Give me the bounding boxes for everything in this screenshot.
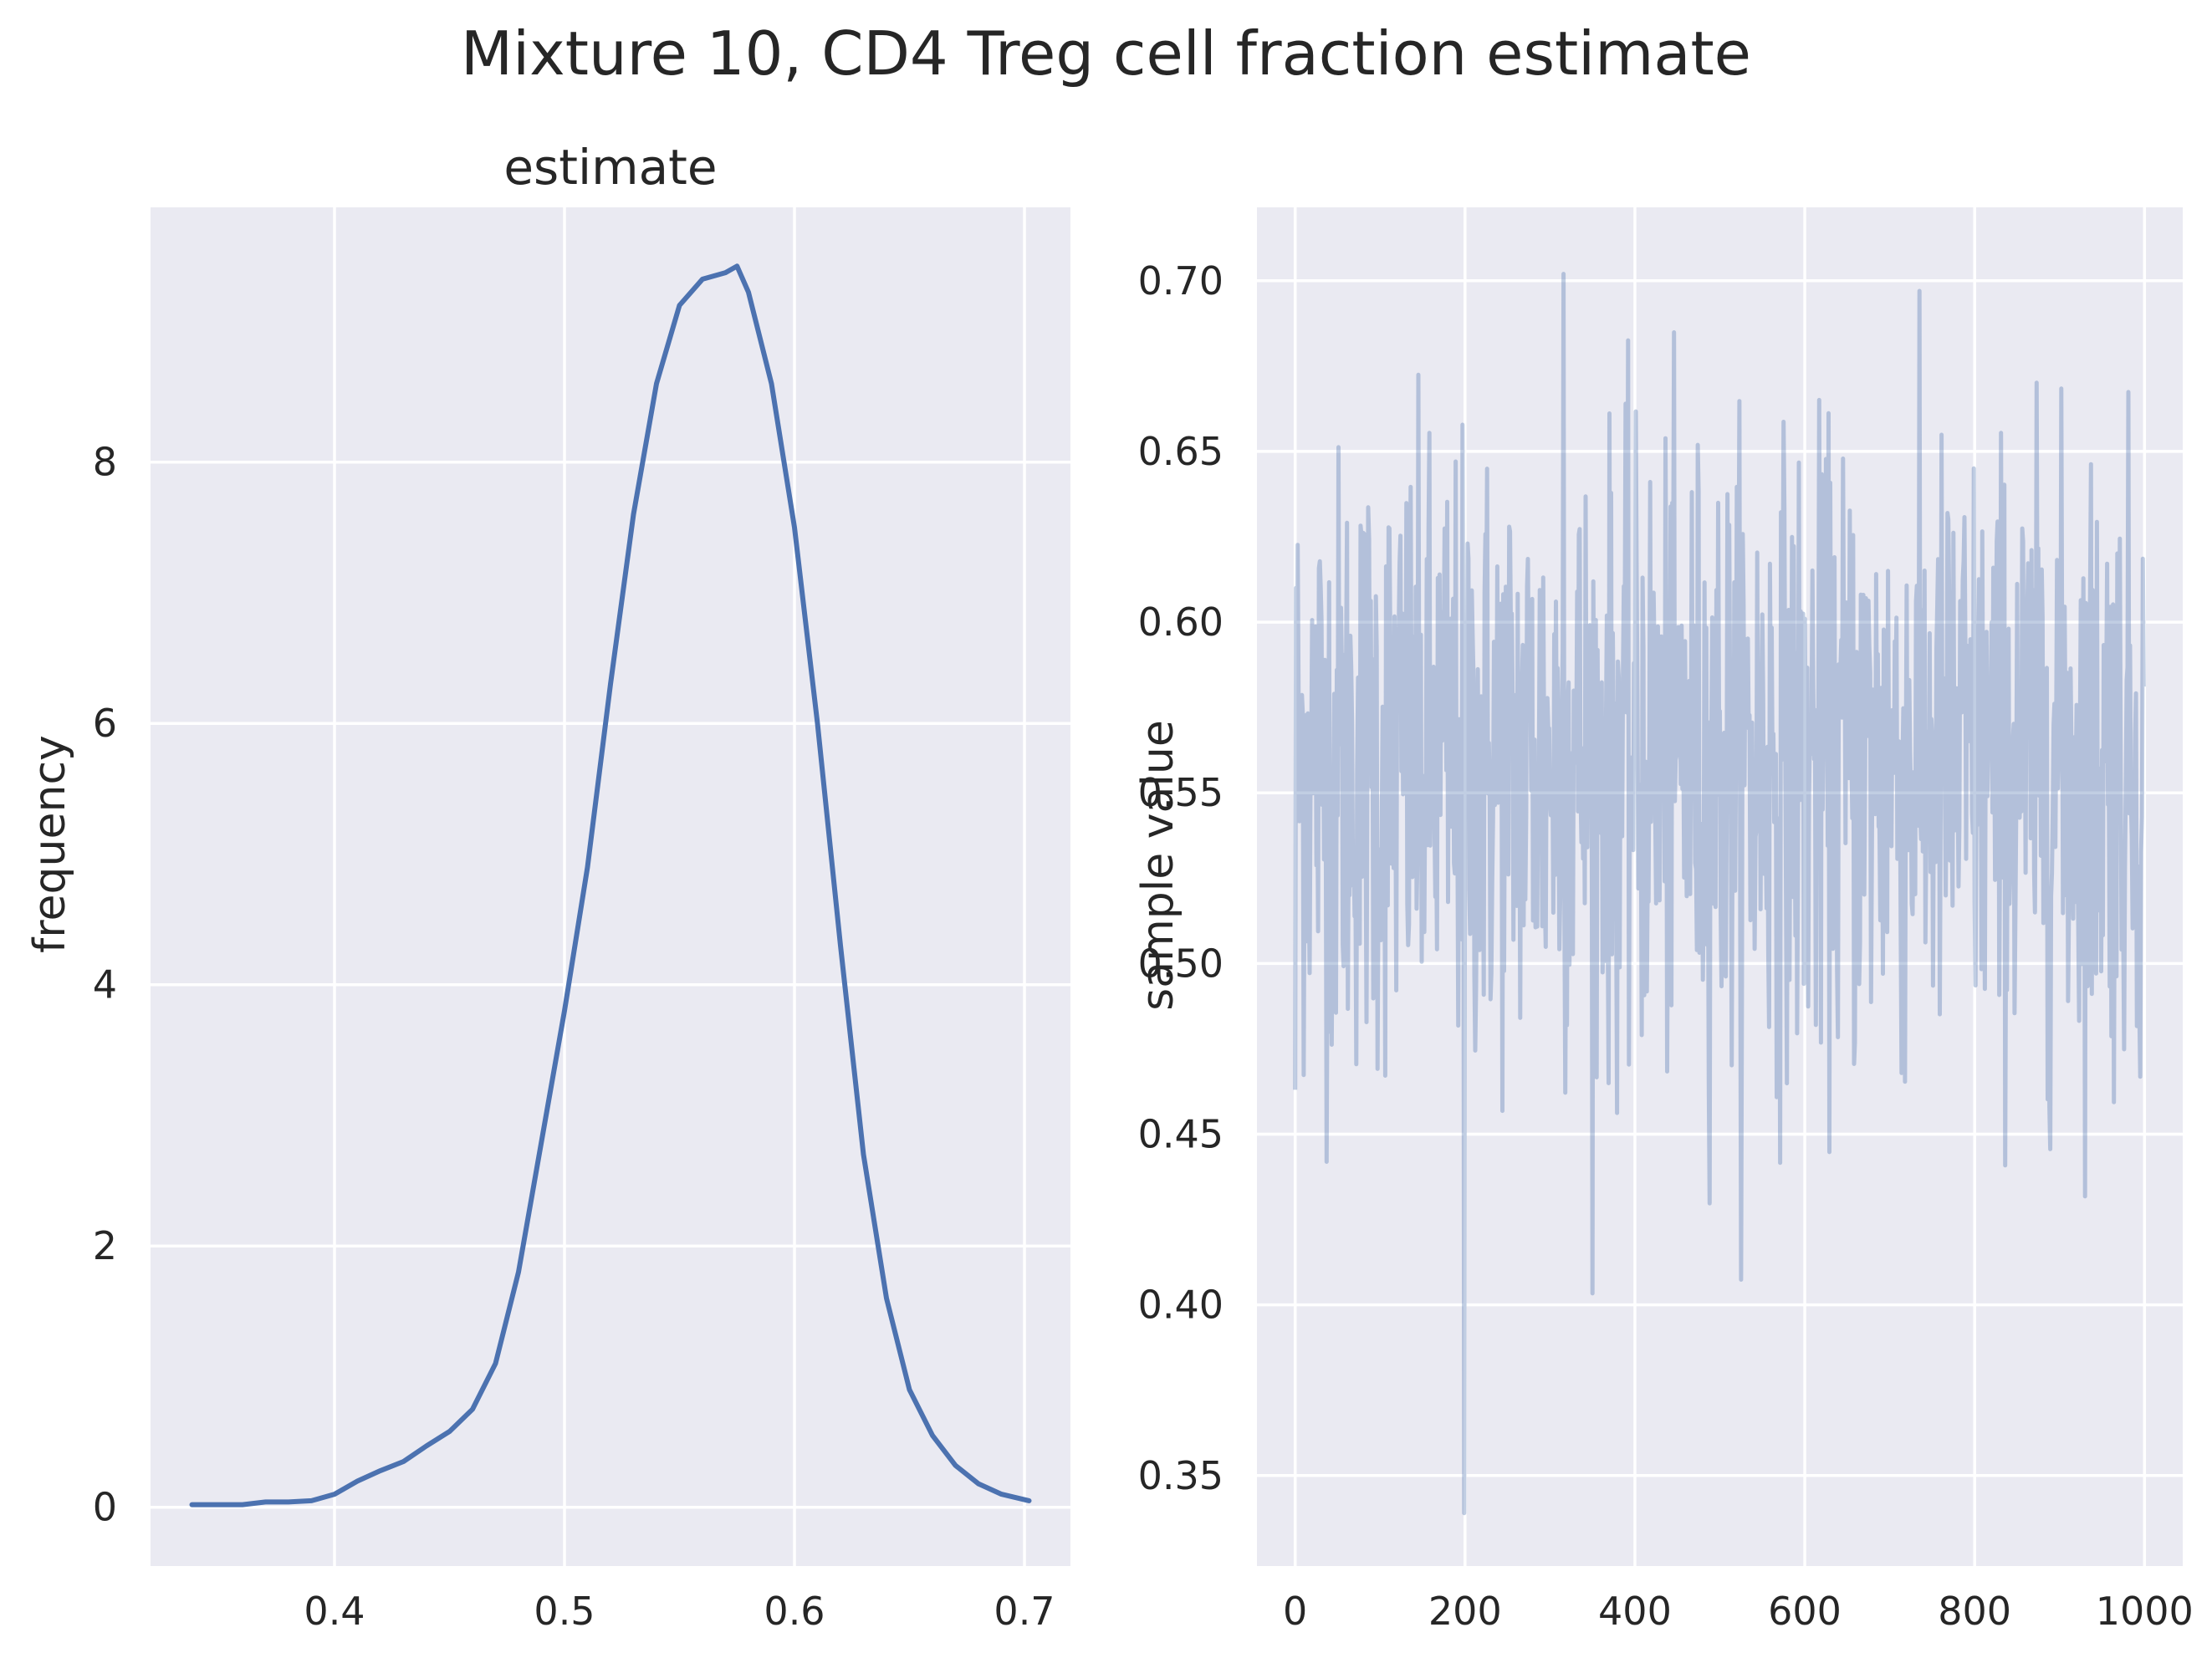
right-y-tick-label: 0.60	[1138, 599, 1223, 645]
right-y-tick-label: 0.55	[1138, 770, 1223, 815]
right-x-tick-label: 600	[1768, 1589, 1842, 1634]
left-y-tick-label: 2	[93, 1223, 117, 1268]
left-y-axis-label: frequency	[25, 735, 75, 953]
left-plot-area	[151, 207, 1070, 1566]
right-x-tick-label: 0	[1283, 1589, 1307, 1634]
left-y-tick-label: 0	[93, 1485, 117, 1530]
right-y-tick-label: 0.70	[1138, 258, 1223, 304]
left-x-tick-label: 0.5	[534, 1589, 595, 1634]
right-y-tick-label: 0.35	[1138, 1453, 1223, 1498]
left-x-tick-label: 0.7	[994, 1589, 1055, 1634]
right-trace-line	[1293, 272, 2146, 1516]
right-x-tick-label: 1000	[2096, 1589, 2194, 1634]
right-plot-area	[1257, 207, 2183, 1566]
right-y-tick-label: 0.50	[1138, 941, 1223, 986]
right-x-tick-label: 200	[1428, 1589, 1502, 1634]
right-x-tick-label: 400	[1598, 1589, 1672, 1634]
right-y-tick-label: 0.65	[1138, 429, 1223, 474]
figure-title: Mixture 10, CD4 Treg cell fraction estim…	[461, 18, 1751, 89]
left-panel-title: estimate	[503, 139, 718, 196]
right-y-axis-label: sample value	[1133, 720, 1183, 1011]
right-y-tick-label: 0.40	[1138, 1283, 1223, 1328]
left-x-tick-label: 0.6	[764, 1589, 825, 1634]
left-y-tick-label: 4	[93, 962, 117, 1008]
left-y-tick-label: 8	[93, 440, 117, 485]
left-kde-line	[189, 263, 1032, 1508]
left-y-tick-label: 6	[93, 701, 117, 746]
right-x-tick-label: 800	[1938, 1589, 2011, 1634]
left-x-tick-label: 0.4	[304, 1589, 365, 1634]
right-y-tick-label: 0.45	[1138, 1112, 1223, 1157]
